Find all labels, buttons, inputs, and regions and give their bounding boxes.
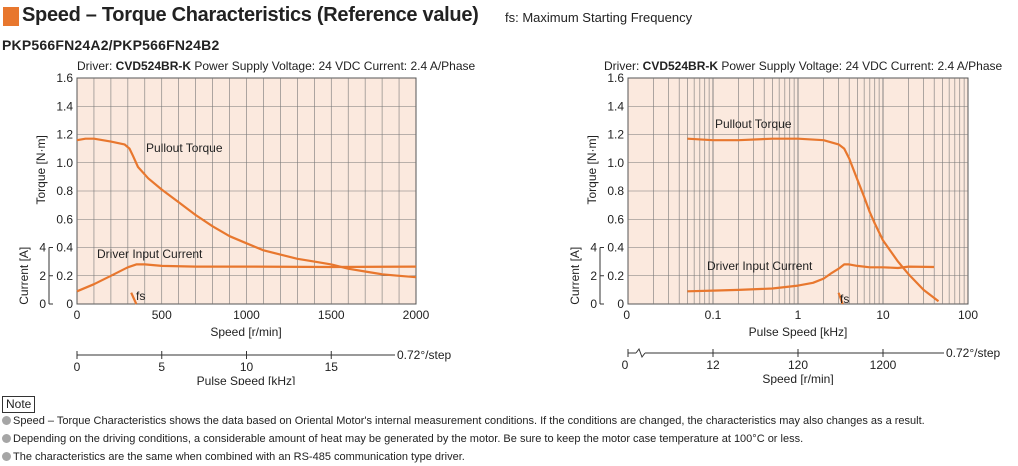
y-tick-label: 0.6 [56, 212, 73, 226]
y-tick-label: 0.8 [607, 184, 624, 198]
chart-log: Driver: CVD524BR-K Power Supply Voltage:… [568, 59, 1003, 385]
x-tick-label: 2000 [403, 308, 430, 322]
y-tick-label: 1.6 [607, 71, 624, 85]
current-tick-label: 4 [39, 241, 46, 255]
pullout-torque-curve [687, 137, 940, 303]
secondary-tick-label: 0 [622, 358, 629, 372]
y-tick-label: 1.0 [607, 156, 624, 170]
current-tick-label: 2 [39, 269, 46, 283]
x-tick-label: 10 [876, 308, 890, 322]
current-tick-label: 0 [590, 297, 597, 311]
y-tick-label: 1.4 [56, 99, 73, 113]
fs-marker [130, 292, 138, 305]
y-tick-label: 1.2 [607, 128, 624, 142]
x-tick-label: 0.1 [705, 308, 722, 322]
y-tick-label: 0.2 [56, 269, 73, 283]
x-tick-label: 100 [958, 308, 978, 322]
driver-input-current-curve [76, 263, 417, 293]
note-text: Speed – Torque Characteristics shows the… [13, 415, 925, 427]
step-angle-label: 0.72°/step [946, 346, 1000, 360]
note-text: The characteristics are the same when co… [13, 451, 465, 463]
bullet-icon [2, 452, 11, 461]
x-tick-label: 1000 [233, 308, 260, 322]
note-label: Note [2, 396, 36, 413]
current-tick-label: 4 [590, 241, 597, 255]
y-tick-label: 0.6 [607, 212, 624, 226]
secondary-axis-label: Pulse Speed [kHz] [197, 374, 296, 385]
secondary-tick-label: 0 [74, 360, 81, 374]
current-axis-label: Current [A] [568, 247, 582, 305]
pullout-torque-label: Pullout Torque [715, 117, 792, 131]
y-tick-label: 0.2 [607, 269, 624, 283]
x-tick-label: 0 [74, 308, 81, 322]
title-note: fs: Maximum Starting Frequency [505, 10, 693, 25]
y-tick-label: 0.8 [56, 184, 73, 198]
y-axis-label: Torque [N·m] [34, 135, 48, 204]
fs-label: fs [840, 292, 849, 306]
axis-break-icon [635, 347, 646, 359]
title-square-icon [3, 7, 19, 26]
y-axis-label: Torque [N·m] [585, 135, 599, 204]
secondary-tick-label: 5 [158, 360, 165, 374]
fs-marker [837, 292, 844, 305]
note-text: Depending on the driving conditions, a c… [13, 433, 804, 445]
x-tick-label: 0 [623, 308, 630, 322]
y-tick-label: 1.4 [607, 99, 624, 113]
y-tick-label: 0.4 [607, 241, 624, 255]
x-axis-label: Speed [r/min] [210, 325, 281, 339]
driver-input-current-curve [687, 263, 935, 293]
current-axis-label: Current [A] [17, 247, 31, 305]
x-axis-label: Pulse Speed [kHz] [749, 325, 848, 339]
secondary-tick-label: 120 [788, 358, 808, 372]
header: Speed – Torque Characteristics (Referenc… [0, 4, 1018, 30]
secondary-axis-label: Speed [r/min] [762, 372, 833, 385]
chart-linear: Driver: CVD524BR-K Power Supply Voltage:… [17, 59, 476, 385]
y-tick-label: 1.6 [56, 71, 73, 85]
y-tick-label: 0 [617, 297, 624, 311]
fs-label: fs [136, 289, 145, 303]
x-tick-label: 500 [152, 308, 172, 322]
driver-input-current-label: Driver Input Current [97, 247, 203, 261]
driver-input-current-label: Driver Input Current [707, 259, 813, 273]
bullet-icon [2, 434, 11, 443]
y-tick-label: 0.4 [56, 241, 73, 255]
secondary-tick-label: 15 [325, 360, 339, 374]
x-tick-label: 1 [795, 308, 802, 322]
note-item: Depending on the driving conditions, a c… [2, 433, 803, 445]
driver-info: Driver: CVD524BR-K Power Supply Voltage:… [604, 59, 1003, 73]
model-label: PKP566FN24A2/PKP566FN24B2 [2, 37, 220, 53]
y-tick-label: 0 [66, 297, 73, 311]
y-tick-label: 1.0 [56, 156, 73, 170]
secondary-tick-label: 1200 [870, 358, 897, 372]
pullout-torque-label: Pullout Torque [146, 141, 223, 155]
current-tick-label: 2 [590, 269, 597, 283]
y-tick-label: 1.2 [56, 128, 73, 142]
current-tick-label: 0 [39, 297, 46, 311]
page-title: Speed – Torque Characteristics (Referenc… [22, 4, 479, 26]
secondary-tick-label: 10 [240, 360, 254, 374]
note-item: The characteristics are the same when co… [2, 451, 465, 463]
driver-info: Driver: CVD524BR-K Power Supply Voltage:… [77, 59, 476, 73]
step-angle-label: 0.72°/step [397, 348, 451, 362]
secondary-tick-label: 12 [706, 358, 720, 372]
pullout-torque-curve [76, 137, 417, 279]
bullet-icon [2, 416, 11, 425]
x-tick-label: 1500 [318, 308, 345, 322]
note-item: Speed – Torque Characteristics shows the… [2, 415, 925, 427]
